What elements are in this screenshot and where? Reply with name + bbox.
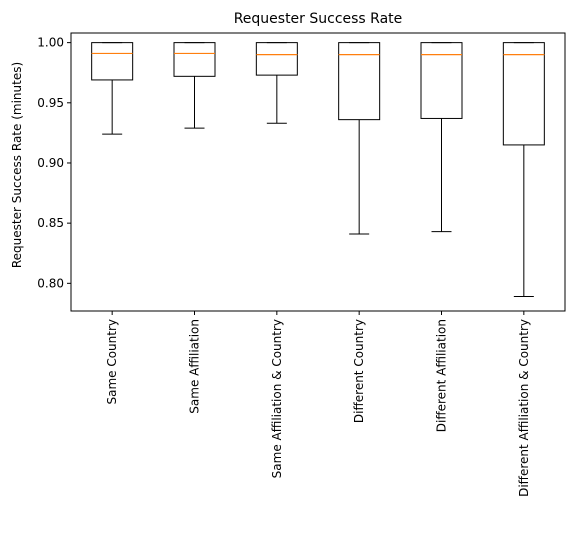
x-tick-label: Different Affiliation & Country [517, 319, 531, 497]
y-tick-label: 0.85 [37, 216, 64, 230]
y-axis-label: Requester Success Rate (minutes) [10, 62, 24, 268]
chart-title: Requester Success Rate [234, 11, 403, 27]
box [256, 43, 297, 75]
plot-marks: 0.80 0.85 0.90 0.95 1.00 Same Country Same Aff… [37, 36, 544, 497]
x-tick-label: Same Country [105, 319, 119, 405]
plot-frame [71, 33, 565, 311]
y-tick-label: 0.90 [37, 156, 64, 170]
x-tick-label: Same Affiliation [188, 319, 202, 414]
y-tick-label: 0.80 [37, 276, 64, 290]
y-tick-label: 0.95 [37, 96, 64, 110]
box [174, 43, 215, 77]
box [92, 43, 133, 80]
y-tick-label: 1.00 [37, 36, 64, 50]
x-tick-label: Different Country [352, 319, 366, 423]
x-tick-label: Same Affiliation & Country [270, 319, 284, 478]
box [421, 43, 462, 119]
box [503, 43, 544, 145]
x-tick-label: Different Affiliation [435, 319, 449, 432]
